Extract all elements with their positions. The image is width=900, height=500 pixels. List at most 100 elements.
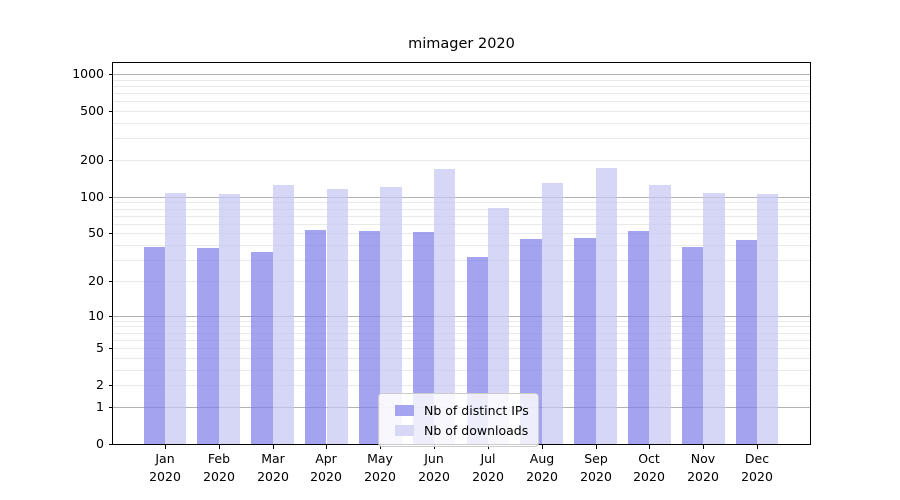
y-tick-label-10: 10 (88, 308, 104, 323)
bar-distinct-ips-dec-2020 (735, 240, 757, 444)
gridline-minor-60 (113, 224, 810, 225)
gridline-1000 (113, 74, 810, 75)
y-tick-label-2: 2 (96, 377, 104, 392)
gridline-minor-3 (113, 370, 810, 371)
gridline-minor-50 (113, 233, 810, 234)
bar-downloads-sep-2020 (595, 167, 617, 444)
x-tick-label-apr-2020: Apr 2020 (310, 451, 342, 484)
y-tick-label-100: 100 (80, 189, 104, 204)
gridline-minor-300 (113, 138, 810, 139)
y-tick-10 (109, 316, 113, 317)
gridline-minor-5 (113, 348, 810, 349)
x-tick-aug-2020 (542, 445, 543, 449)
x-tick-apr-2020 (326, 445, 327, 449)
bar-downloads-mar-2020 (272, 184, 294, 444)
gridline-minor-40 (113, 245, 810, 246)
y-tick-label-20: 20 (88, 273, 104, 288)
y-tick-100 (109, 197, 113, 198)
legend-row-downloads: Nb of downloads (395, 420, 529, 440)
x-tick-jun-2020 (434, 445, 435, 449)
x-tick-jul-2020 (488, 445, 489, 449)
x-tick-sep-2020 (596, 445, 597, 449)
gridline-10 (113, 316, 810, 317)
gridline-minor-600 (113, 101, 810, 102)
legend-label-downloads: Nb of downloads (424, 422, 529, 438)
gridline-minor-80 (113, 209, 810, 210)
x-tick-nov-2020 (703, 445, 704, 449)
bar-distinct-ips-may-2020 (358, 231, 381, 444)
x-tick-may-2020 (380, 445, 381, 449)
x-tick-feb-2020 (219, 445, 220, 449)
gridline-minor-90 (113, 202, 810, 203)
gridline-minor-9 (113, 321, 810, 322)
legend-label-distinct-ips: Nb of distinct IPs (424, 402, 529, 418)
gridline-minor-700 (113, 93, 810, 94)
bar-distinct-ips-apr-2020 (305, 230, 327, 444)
bar-downloads-jan-2020 (165, 192, 187, 444)
gridline-minor-4 (113, 358, 810, 359)
bar-distinct-ips-nov-2020 (681, 246, 704, 444)
gridline-minor-2 (113, 385, 810, 386)
x-tick-label-aug-2020: Aug 2020 (526, 451, 558, 484)
gridline-minor-30 (113, 260, 810, 261)
x-tick-oct-2020 (649, 445, 650, 449)
bar-distinct-ips-oct-2020 (628, 231, 650, 444)
bar-distinct-ips-sep-2020 (574, 237, 596, 444)
bar-downloads-feb-2020 (218, 194, 241, 444)
gridline-minor-200 (113, 160, 810, 161)
y-tick-label-200: 200 (80, 152, 104, 167)
gridline-minor-20 (113, 281, 810, 282)
bar-distinct-ips-aug-2020 (520, 239, 542, 444)
y-tick-label-1: 1 (96, 399, 104, 414)
bar-downloads-dec-2020 (757, 194, 779, 444)
y-tick-200 (109, 160, 113, 161)
bar-distinct-ips-jan-2020 (143, 246, 165, 444)
bar-distinct-ips-feb-2020 (197, 247, 219, 444)
gridline-minor-900 (113, 80, 810, 81)
y-tick-label-0: 0 (96, 436, 104, 451)
gridline-100 (113, 197, 810, 198)
bar-downloads-jul-2020 (487, 208, 510, 444)
plot-area: Nb of distinct IPs Nb of downloads (112, 62, 811, 447)
legend-swatch-distinct-ips (395, 404, 414, 416)
gridline-minor-7 (113, 333, 810, 334)
y-tick-50 (109, 233, 113, 234)
x-tick-label-feb-2020: Feb 2020 (203, 451, 235, 484)
x-tick-dec-2020 (757, 445, 758, 449)
bar-downloads-jun-2020 (434, 169, 456, 444)
x-tick-label-may-2020: May 2020 (364, 451, 396, 484)
bar-downloads-may-2020 (380, 187, 402, 444)
chart-title: mimager 2020 (408, 36, 515, 52)
y-tick-0 (109, 444, 113, 445)
y-tick-500 (109, 111, 113, 112)
x-tick-label-jan-2020: Jan 2020 (149, 451, 181, 484)
gridline-minor-500 (113, 111, 810, 112)
bar-downloads-aug-2020 (541, 182, 564, 444)
y-tick-label-50: 50 (88, 225, 104, 240)
bar-distinct-ips-jun-2020 (412, 232, 435, 444)
gridline-minor-8 (113, 326, 810, 327)
x-tick-jan-2020 (165, 445, 166, 449)
x-tick-label-jul-2020: Jul 2020 (472, 451, 504, 484)
bar-downloads-nov-2020 (703, 193, 725, 444)
bar-downloads-oct-2020 (649, 185, 671, 444)
y-tick-2 (109, 385, 113, 386)
legend-row-distinct-ips: Nb of distinct IPs (395, 400, 529, 420)
x-tick-label-mar-2020: Mar 2020 (257, 451, 289, 484)
x-tick-label-oct-2020: Oct 2020 (633, 451, 665, 484)
gridline-minor-6 (113, 340, 810, 341)
legend: Nb of distinct IPs Nb of downloads (378, 393, 539, 447)
x-tick-label-nov-2020: Nov 2020 (687, 451, 719, 484)
y-tick-5 (109, 348, 113, 349)
bar-downloads-apr-2020 (326, 189, 348, 444)
x-tick-mar-2020 (273, 445, 274, 449)
y-tick-label-5: 5 (96, 340, 104, 355)
x-tick-label-jun-2020: Jun 2020 (418, 451, 450, 484)
bar-distinct-ips-mar-2020 (251, 252, 273, 444)
y-tick-20 (109, 281, 113, 282)
x-tick-label-dec-2020: Dec 2020 (741, 451, 773, 484)
gridline-minor-800 (113, 86, 810, 87)
gridline-minor-400 (113, 123, 810, 124)
gridline-minor-70 (113, 216, 810, 217)
